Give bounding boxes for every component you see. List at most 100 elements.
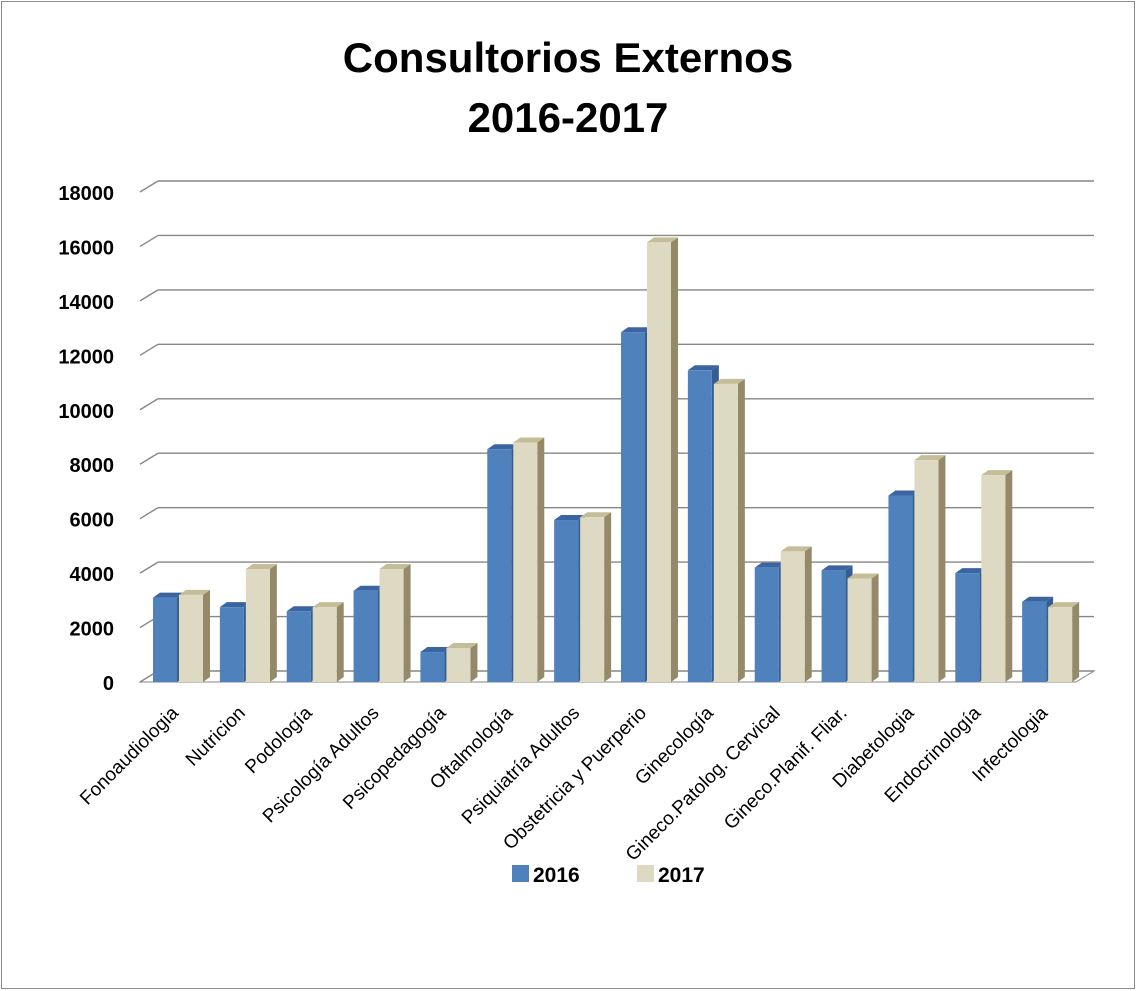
gridline-diagonal	[139, 561, 159, 574]
bar-side	[871, 573, 879, 682]
bar-front	[981, 475, 1006, 682]
bar-2017-4	[446, 642, 478, 682]
bar-front	[621, 332, 645, 682]
bar-front	[487, 449, 512, 682]
bar-front	[1022, 601, 1047, 682]
bar-front	[420, 652, 445, 682]
bar-top	[1048, 602, 1080, 608]
x-tick-label: Gineco.Planif. Fliar.	[720, 703, 851, 834]
bar-top	[487, 444, 519, 450]
bar-front	[286, 611, 311, 682]
bar-top	[179, 589, 210, 595]
bar-side	[804, 546, 812, 682]
bar-top	[580, 512, 612, 518]
bar-top	[554, 515, 586, 521]
bar-2017-12	[981, 470, 1013, 682]
bar-side	[737, 378, 745, 682]
bar-front	[580, 517, 605, 682]
bar-top	[446, 642, 478, 648]
legend-label-2017: 2017	[658, 864, 705, 887]
bar-side	[403, 564, 411, 682]
bar-top	[687, 365, 719, 371]
bar-front	[713, 383, 738, 682]
x-tick-label: Psicología Adultos	[259, 703, 384, 828]
bar-top	[888, 490, 920, 496]
legend-swatch-2016	[512, 865, 529, 882]
legend-label-2016: 2016	[533, 864, 580, 887]
bar-side	[269, 564, 277, 682]
bar-front	[647, 242, 671, 682]
bar-side	[1072, 602, 1080, 682]
bar-top	[513, 437, 545, 443]
gridline-diagonal	[139, 452, 159, 465]
bar-top	[955, 568, 987, 574]
bar-side	[203, 589, 210, 682]
bar-2017-5	[513, 437, 545, 682]
bar-front	[312, 607, 337, 682]
bar-top	[245, 564, 277, 570]
bar-front	[513, 442, 538, 682]
bar-2017-10	[847, 573, 879, 682]
bar-front	[245, 569, 270, 682]
bar-front	[1048, 607, 1073, 682]
bar-front	[914, 460, 939, 682]
x-tick-label: Nutricion	[182, 703, 250, 771]
bar-front	[780, 551, 805, 682]
x-tick-label: Fonoaudiologia	[76, 702, 183, 809]
bar-2017-13	[1048, 602, 1080, 682]
bar-front	[687, 370, 712, 682]
bar-top	[981, 470, 1013, 476]
bar-top	[821, 565, 853, 571]
bar-front	[446, 647, 471, 682]
gridline-diagonal	[139, 398, 159, 411]
x-axis-labels: FonoaudiologiaNutricionPodologíaPsicolog…	[76, 702, 1052, 865]
gridline-diagonal	[139, 289, 159, 302]
legend-swatch-2017	[637, 865, 654, 882]
bar-2016-6	[554, 515, 586, 682]
chart-subtitle: 2016-2017	[468, 94, 669, 141]
gridline-diagonal	[139, 234, 159, 248]
bar-2017-1	[245, 564, 277, 682]
gridlines	[138, 180, 1096, 683]
y-tick-label: 14000	[58, 292, 114, 314]
gridline-diagonal	[139, 343, 159, 356]
bar-front	[179, 594, 203, 682]
bar-top	[219, 602, 251, 608]
bar-top	[379, 564, 411, 570]
bar-front	[754, 567, 779, 682]
chart-floor	[138, 670, 1096, 683]
bar-2017-8	[713, 378, 745, 682]
bar-top	[713, 378, 745, 384]
bar-front	[821, 570, 846, 682]
bar-top	[312, 602, 344, 608]
bar-top	[353, 585, 385, 591]
bar-side	[1005, 470, 1013, 682]
y-tick-label: 10000	[58, 401, 114, 423]
bar-2017-7	[647, 237, 678, 682]
gridline-diagonal	[139, 507, 159, 520]
bar-side	[938, 455, 946, 682]
bar-top	[621, 327, 652, 333]
y-tick-label: 18000	[58, 183, 114, 205]
y-tick-label: 8000	[70, 455, 115, 477]
y-axis-ticks: 0 2000 4000 6000 8000 10000 12000 14000 16000 180…	[58, 183, 114, 695]
bar-front	[353, 590, 378, 682]
y-tick-label: 2000	[70, 619, 115, 641]
chart-title: Consultorios Externos	[343, 34, 793, 81]
bar-front	[955, 573, 980, 682]
y-tick-label: 12000	[58, 346, 114, 368]
bar-2017-6	[580, 512, 612, 682]
bar-top	[286, 606, 318, 612]
y-tick-label: 16000	[58, 237, 114, 259]
y-tick-label: 6000	[70, 510, 115, 532]
bar-side	[671, 237, 678, 682]
bar-2017-9	[780, 546, 812, 682]
bar-top	[847, 573, 879, 579]
legend: 2016 2017	[512, 864, 705, 887]
bar-top	[647, 237, 678, 243]
bar-top	[914, 455, 946, 461]
bar-side	[470, 642, 478, 682]
y-tick-label: 4000	[70, 564, 115, 586]
